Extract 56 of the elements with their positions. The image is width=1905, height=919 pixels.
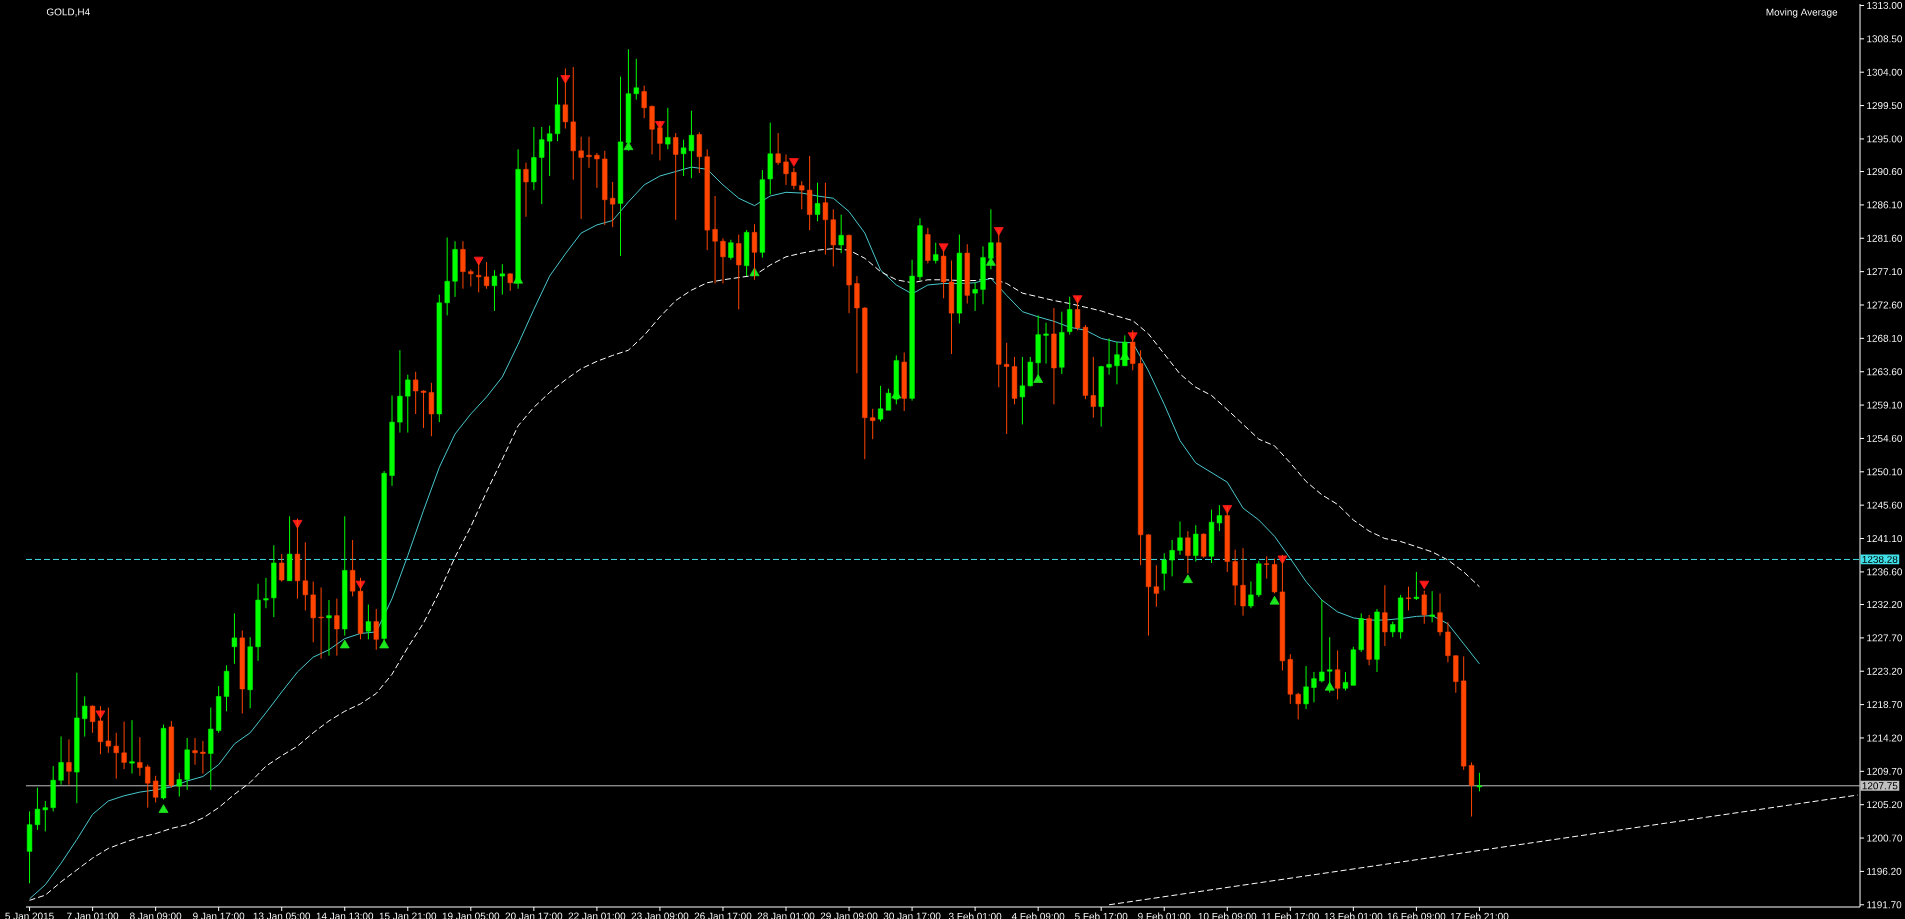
y-tick-label: 1272.60 (1867, 301, 1903, 309)
y-tick-label: 1286.10 (1867, 201, 1903, 209)
annotation: Moving Average (1766, 8, 1838, 18)
y-tick-label: 1218.70 (1867, 701, 1903, 709)
x-tick-label: 9 Jan 17:00 (193, 912, 245, 919)
y-tick-label: 1254.60 (1867, 434, 1903, 442)
y-tick-label: 1236.60 (1867, 568, 1903, 576)
y-tick-label: 1200.70 (1867, 834, 1903, 842)
y-tick-label: 1223.20 (1867, 667, 1903, 675)
x-tick-label: 14 Jan 13:00 (316, 912, 374, 919)
x-tick-label: 30 Jan 17:00 (883, 912, 941, 919)
chart-title: GOLD,H4 (46, 8, 90, 17)
y-tick-label: 1263.60 (1867, 368, 1903, 376)
y-tick-label: 1268.10 (1867, 334, 1903, 342)
x-tick-label: 13 Feb 01:00 (1324, 912, 1383, 919)
x-tick-label: 5 Feb 17:00 (1075, 912, 1128, 919)
y-tick-label: 1232.20 (1867, 600, 1903, 609)
x-tick-label: 11 Feb 17:00 (1262, 912, 1319, 919)
y-tick-label: 1214.20 (1867, 734, 1903, 742)
x-tick-label: 4 Feb 09:00 (1011, 912, 1065, 919)
x-tick-label: 9 Feb 01:00 (1138, 912, 1191, 919)
y-tick-label: 1245.60 (1867, 501, 1903, 509)
x-tick-label: 22 Jan 01:00 (568, 912, 626, 919)
y-tick-label: 1227.70 (1867, 634, 1903, 642)
y-tick-label: 1205.20 (1867, 801, 1903, 809)
ref-line-label: 1238.28 (1862, 555, 1898, 563)
x-tick-label: 29 Jan 09:00 (820, 912, 878, 919)
x-tick-label: 26 Jan 17:00 (694, 912, 752, 919)
x-tick-label: 16 Feb 09:00 (1387, 912, 1446, 919)
y-tick-label: 1259.10 (1867, 401, 1903, 409)
x-tick-label: 5 Jan 2015 (5, 912, 54, 919)
y-tick-label: 1308.50 (1867, 35, 1903, 43)
y-tick-label: 1295.00 (1867, 135, 1903, 143)
y-tick-label: 1277.10 (1867, 268, 1903, 276)
x-tick-label: 19 Jan 05:00 (442, 912, 500, 919)
y-tick-label: 1191.70 (1867, 901, 1902, 909)
y-tick-label: 1241.10 (1867, 534, 1903, 543)
x-tick-label: 20 Jan 17:00 (505, 912, 563, 919)
y-tick-label: 1290.60 (1867, 168, 1903, 176)
x-tick-label: 8 Jan 09:00 (130, 912, 182, 919)
y-tick-label: 1250.10 (1867, 468, 1903, 476)
x-tick-label: 13 Jan 05:00 (253, 912, 311, 919)
y-tick-label: 1313.00 (1867, 1, 1903, 9)
y-tick-label: 1196.20 (1867, 867, 1902, 875)
y-tick-label: 1299.50 (1867, 102, 1903, 110)
ref-line-label: 1207.75 (1862, 782, 1898, 790)
x-tick-label: 28 Jan 01:00 (757, 912, 815, 919)
y-tick-label: 1281.60 (1867, 234, 1903, 242)
x-tick-label: 3 Feb 01:00 (948, 912, 1002, 919)
y-tick-label: 1209.70 (1867, 767, 1903, 775)
x-tick-label: 15 Jan 21:00 (379, 912, 437, 919)
x-tick-label: 7 Jan 01:00 (67, 912, 119, 919)
x-tick-label: 23 Jan 09:00 (631, 912, 689, 919)
y-tick-label: 1304.00 (1867, 68, 1903, 76)
x-tick-label: 10 Feb 09:00 (1198, 912, 1257, 919)
x-tick-label: 17 Feb 21:00 (1450, 912, 1509, 919)
